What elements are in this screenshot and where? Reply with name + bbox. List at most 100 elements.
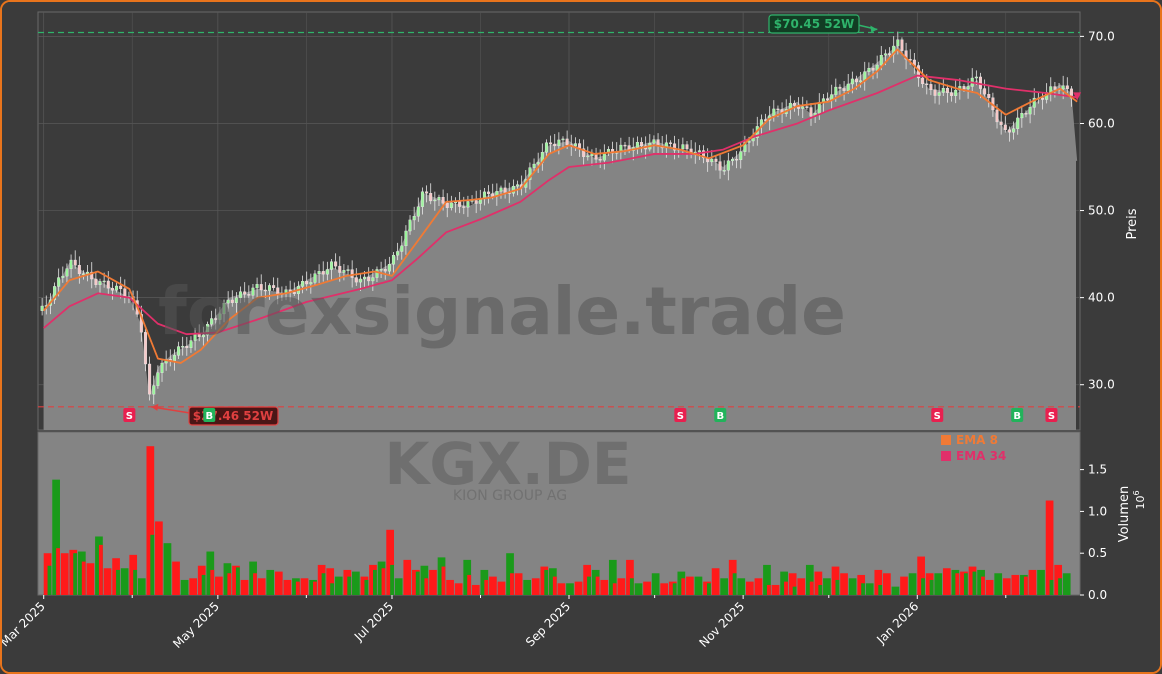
- candle-body: [532, 163, 536, 168]
- volume-bar-up: [1062, 573, 1071, 595]
- volume-bar-down: [531, 578, 540, 595]
- candle-body: [259, 284, 263, 291]
- volume-bar-down: [514, 573, 523, 595]
- candle-body: [1053, 86, 1057, 90]
- candle-body: [243, 291, 247, 295]
- candle-body: [98, 281, 102, 285]
- candle-body: [338, 265, 342, 273]
- high-52w-label-box: [768, 14, 860, 34]
- candle-body: [999, 121, 1003, 126]
- candle-body: [210, 318, 214, 325]
- volume-bar-up: [951, 569, 960, 595]
- candle-body: [272, 285, 276, 288]
- volume-bar-down: [660, 583, 669, 595]
- candle-body: [697, 150, 701, 153]
- high-52w-label: $70.45 52W: [774, 17, 854, 31]
- volume-bar-up: [651, 573, 660, 595]
- signal-label: B: [716, 411, 724, 422]
- candle-body: [598, 158, 602, 161]
- volume-bar-up: [321, 573, 326, 595]
- volume-bar-down: [210, 569, 215, 595]
- candle-body: [842, 88, 846, 91]
- candle-body: [623, 144, 627, 147]
- buy-signal-marker: [203, 408, 216, 422]
- volume-bar-up: [566, 583, 574, 595]
- volume-bar-up: [352, 571, 360, 595]
- volume-bar-down: [917, 556, 925, 595]
- volume-bar-down: [784, 581, 788, 595]
- candle-body: [739, 151, 743, 161]
- volume-bar-up: [921, 578, 925, 595]
- candle-body: [363, 276, 367, 280]
- volume-bar-up: [52, 479, 60, 595]
- volume-bar-down: [595, 576, 600, 595]
- candle-body: [582, 148, 586, 157]
- volume-bar-down: [809, 581, 814, 595]
- candle-body: [718, 161, 722, 171]
- company-watermark: KION GROUP AG: [453, 488, 567, 504]
- ema34-line: [43, 74, 1078, 336]
- candle-body: [267, 285, 271, 291]
- volume-bar-up: [818, 584, 823, 595]
- volume-bar-up: [544, 569, 549, 595]
- volume-bar-up: [347, 576, 352, 595]
- volume-bar-down: [771, 584, 780, 595]
- volume-bar-down: [1028, 569, 1037, 595]
- candle-body: [474, 200, 478, 204]
- volume-bar-down: [552, 576, 557, 595]
- low-52w-arrow: [151, 406, 191, 414]
- candle-body: [516, 184, 520, 187]
- volume-bar-down: [900, 576, 908, 595]
- candle-body: [329, 261, 333, 270]
- volume-tick-label: 1.0: [1088, 504, 1107, 518]
- volume-bar-up: [694, 576, 703, 595]
- signal-label: S: [1048, 411, 1055, 422]
- candle-body: [1065, 85, 1069, 90]
- volume-bar-down: [381, 568, 386, 595]
- candle-body: [611, 149, 615, 154]
- candle-body: [342, 270, 346, 273]
- volume-bar-down: [1045, 500, 1054, 595]
- candle-body: [966, 86, 970, 90]
- candle-body: [933, 89, 937, 96]
- volume-bar-down: [446, 579, 454, 595]
- candle-body: [81, 273, 85, 275]
- volume-bar-up: [737, 578, 746, 595]
- candle-body: [53, 286, 57, 301]
- candle-body: [375, 269, 379, 278]
- volume-bar-up: [1058, 578, 1063, 595]
- price-tick-label: 40.0: [1088, 291, 1115, 305]
- candle-body: [685, 144, 689, 150]
- volume-bar-down: [424, 578, 429, 595]
- candle-body: [143, 332, 147, 365]
- candle-body: [317, 271, 321, 274]
- legend-label: EMA 34: [956, 449, 1006, 463]
- ticker-watermark: KGX.DE: [384, 430, 631, 498]
- candle-body: [263, 289, 267, 292]
- sell-signal-marker: [674, 408, 687, 422]
- candle-body: [181, 346, 185, 348]
- volume-bar-down: [454, 583, 463, 595]
- candle-body: [86, 271, 90, 274]
- candle-body: [110, 288, 114, 291]
- candle-body: [929, 84, 933, 90]
- volume-bar-up: [201, 574, 206, 595]
- candle-body: [77, 264, 81, 274]
- candle-body: [408, 219, 412, 232]
- candle-body: [292, 291, 296, 294]
- volume-bar-down: [60, 553, 69, 595]
- volume-bar-down: [467, 574, 472, 595]
- candle-body: [462, 206, 466, 208]
- volume-bar-up: [792, 586, 797, 595]
- volume-tick-label: 1.5: [1088, 463, 1107, 477]
- volume-bar-down: [814, 571, 823, 595]
- candle-body: [859, 80, 863, 83]
- candle-body: [251, 287, 255, 296]
- volume-bar-down: [1002, 578, 1011, 595]
- candle-body: [201, 334, 205, 338]
- volume-bar-down: [874, 569, 883, 595]
- volume-bar-down: [81, 561, 86, 595]
- candle-body: [160, 362, 164, 373]
- candle-body: [871, 67, 875, 71]
